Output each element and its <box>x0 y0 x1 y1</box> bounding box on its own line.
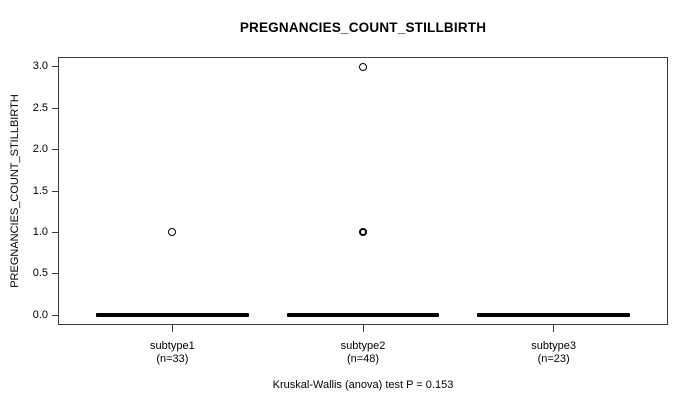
chart-title: PREGNANCIES_COUNT_STILLBIRTH <box>239 20 487 35</box>
stat-test-footnote: Kruskal-Wallis (anova) test P = 0.153 <box>272 379 454 391</box>
x-axis-group-label: subtype2 (n=48) <box>283 340 443 366</box>
y-axis-tick-label: 2.0 <box>32 143 48 156</box>
y-axis-tick-mark <box>52 231 58 233</box>
y-axis-tick-label: 0.5 <box>32 267 48 280</box>
y-axis-tick-label: 1.0 <box>32 225 48 238</box>
group-n-label: (n=33) <box>156 353 189 365</box>
y-axis-tick-label: 3.0 <box>32 60 48 73</box>
y-axis-tick-mark <box>52 190 58 192</box>
x-axis-tick-mark <box>171 325 173 332</box>
x-axis-group-label: subtype3 (n=23) <box>474 340 634 366</box>
group-name-label: subtype1 <box>150 340 195 352</box>
boxplot-box <box>477 313 630 318</box>
y-axis-tick-label: 1.5 <box>32 184 48 197</box>
x-axis-tick-mark <box>362 325 364 332</box>
boxplot-box <box>96 313 249 318</box>
outlier-point <box>168 228 177 237</box>
outlier-point <box>359 228 367 237</box>
y-axis-tick-label: 0.0 <box>32 308 48 321</box>
plot-area <box>58 57 668 325</box>
x-axis-group-label: subtype1 (n=33) <box>92 340 252 366</box>
boxplot-box <box>286 313 440 318</box>
y-axis-tick-mark <box>52 314 58 316</box>
y-axis-tick-mark <box>52 149 58 151</box>
y-axis-tick-mark <box>52 107 58 109</box>
group-name-label: subtype3 <box>531 340 576 352</box>
group-n-label: (n=23) <box>537 353 570 365</box>
y-axis-tick-mark <box>52 66 58 68</box>
group-n-label: (n=48) <box>346 353 380 365</box>
y-axis-tick-mark <box>52 273 58 275</box>
outlier-point <box>359 62 367 71</box>
x-axis-tick-mark <box>553 325 555 332</box>
y-axis-tick-label: 2.5 <box>32 101 48 114</box>
group-name-label: subtype2 <box>340 340 386 352</box>
